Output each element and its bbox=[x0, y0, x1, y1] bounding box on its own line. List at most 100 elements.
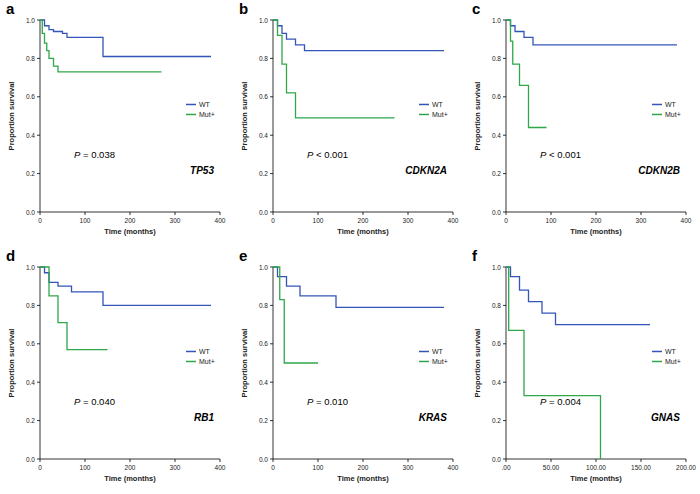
gene-title: CDKN2A bbox=[405, 165, 447, 176]
x-tick bbox=[641, 459, 642, 462]
legend-swatch bbox=[186, 361, 196, 363]
y-tick-label: 1.0 bbox=[26, 264, 35, 271]
x-tick-label: 400 bbox=[681, 217, 692, 224]
y-tick bbox=[270, 58, 273, 59]
y-axis-label: Proportion survival bbox=[473, 329, 482, 398]
panel: b01002003004000.00.20.40.60.81.0Time (mo… bbox=[239, 0, 459, 236]
x-tick bbox=[596, 459, 597, 462]
y-tick bbox=[270, 20, 273, 21]
survival-curve bbox=[273, 20, 444, 51]
x-tick bbox=[551, 212, 552, 215]
legend-label: Mut+ bbox=[432, 111, 448, 118]
y-tick bbox=[37, 305, 40, 306]
x-tick bbox=[506, 212, 507, 215]
y-tick-label: 0.8 bbox=[259, 55, 268, 62]
x-tick bbox=[85, 459, 86, 462]
y-tick-label: 1.0 bbox=[26, 17, 35, 24]
y-tick-label: 0.0 bbox=[492, 209, 501, 216]
y-tick-label: 0.2 bbox=[492, 170, 501, 177]
x-axis-label: Time (months) bbox=[337, 474, 389, 483]
y-tick bbox=[270, 135, 273, 136]
survival-curve bbox=[506, 267, 650, 325]
x-axis-label: Time (months) bbox=[570, 227, 622, 236]
legend-label: Mut+ bbox=[665, 358, 681, 365]
figure: a01002003004000.00.20.40.60.81.0Time (mo… bbox=[0, 0, 700, 494]
x-tick bbox=[318, 212, 319, 215]
y-tick bbox=[503, 135, 506, 136]
y-tick-label: 0.6 bbox=[492, 93, 501, 100]
gene-title: TP53 bbox=[190, 165, 214, 176]
y-axis bbox=[273, 20, 274, 212]
survival-curve bbox=[40, 267, 108, 350]
legend-label: WT bbox=[199, 348, 211, 355]
legend-label: WT bbox=[432, 101, 444, 108]
y-tick bbox=[503, 96, 506, 97]
y-tick bbox=[37, 459, 40, 460]
gene-title: CDKN2B bbox=[638, 165, 680, 176]
legend-label: Mut+ bbox=[432, 358, 448, 365]
x-tick-label: 100 bbox=[80, 464, 91, 471]
legend-swatch bbox=[419, 114, 429, 116]
y-tick-label: 0.0 bbox=[259, 456, 268, 463]
x-tick-label: 100 bbox=[546, 217, 557, 224]
x-tick bbox=[408, 212, 409, 215]
legend-swatch bbox=[652, 104, 662, 106]
x-tick-label: 100 bbox=[80, 217, 91, 224]
legend-swatch bbox=[186, 104, 196, 106]
y-tick-label: 0.6 bbox=[259, 340, 268, 347]
legend-swatch bbox=[186, 351, 196, 353]
legend-label: WT bbox=[432, 348, 444, 355]
x-tick bbox=[130, 459, 131, 462]
plot-area bbox=[273, 20, 444, 118]
legend-label: WT bbox=[665, 348, 677, 355]
x-tick-label: 400 bbox=[448, 464, 459, 471]
y-tick-label: 0.4 bbox=[26, 132, 35, 139]
y-tick-label: 0.2 bbox=[259, 417, 268, 424]
y-tick-label: 0.6 bbox=[259, 93, 268, 100]
legend-swatch bbox=[652, 361, 662, 363]
legend-swatch bbox=[652, 114, 662, 116]
panel-label: d bbox=[6, 247, 15, 264]
x-tick-label: 0 bbox=[504, 217, 508, 224]
x-tick bbox=[686, 459, 687, 462]
y-tick bbox=[37, 96, 40, 97]
y-tick bbox=[37, 135, 40, 136]
x-tick-label: 150.00 bbox=[631, 464, 651, 471]
y-axis-label: Proportion survival bbox=[7, 82, 16, 151]
x-tick-label: 100 bbox=[313, 464, 324, 471]
y-tick bbox=[37, 267, 40, 268]
y-tick-label: 0.0 bbox=[492, 456, 501, 463]
x-tick-label: 400 bbox=[448, 217, 459, 224]
y-tick-label: 0.8 bbox=[26, 55, 35, 62]
survival-curve bbox=[273, 20, 395, 118]
panel-label: a bbox=[6, 0, 15, 17]
gene-title: GNAS bbox=[651, 412, 680, 423]
p-value: P < 0.001 bbox=[540, 149, 581, 160]
y-tick bbox=[503, 420, 506, 421]
legend-swatch bbox=[186, 114, 196, 116]
y-tick bbox=[37, 343, 40, 344]
legend-swatch bbox=[419, 104, 429, 106]
panel-label: c bbox=[472, 0, 480, 17]
x-axis-label: Time (months) bbox=[337, 227, 389, 236]
panel: a01002003004000.00.20.40.60.81.0Time (mo… bbox=[6, 0, 226, 236]
x-tick-label: 50.00 bbox=[543, 464, 560, 471]
y-tick bbox=[37, 212, 40, 213]
x-tick bbox=[273, 459, 274, 462]
panel-label: e bbox=[239, 247, 247, 264]
x-tick-label: 300 bbox=[403, 464, 414, 471]
x-tick bbox=[551, 459, 552, 462]
y-tick bbox=[37, 20, 40, 21]
x-tick bbox=[85, 212, 86, 215]
x-tick bbox=[453, 212, 454, 215]
y-tick bbox=[503, 173, 506, 174]
x-tick-label: 0 bbox=[38, 464, 42, 471]
x-tick bbox=[408, 459, 409, 462]
y-axis bbox=[40, 267, 41, 459]
y-tick bbox=[270, 382, 273, 383]
panel-label: f bbox=[472, 247, 478, 264]
survival-curve bbox=[506, 20, 547, 128]
y-tick bbox=[270, 173, 273, 174]
x-tick bbox=[220, 459, 221, 462]
y-tick bbox=[270, 459, 273, 460]
